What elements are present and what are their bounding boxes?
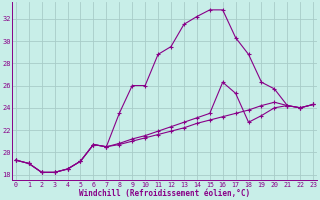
X-axis label: Windchill (Refroidissement éolien,°C): Windchill (Refroidissement éolien,°C) [79,189,250,198]
